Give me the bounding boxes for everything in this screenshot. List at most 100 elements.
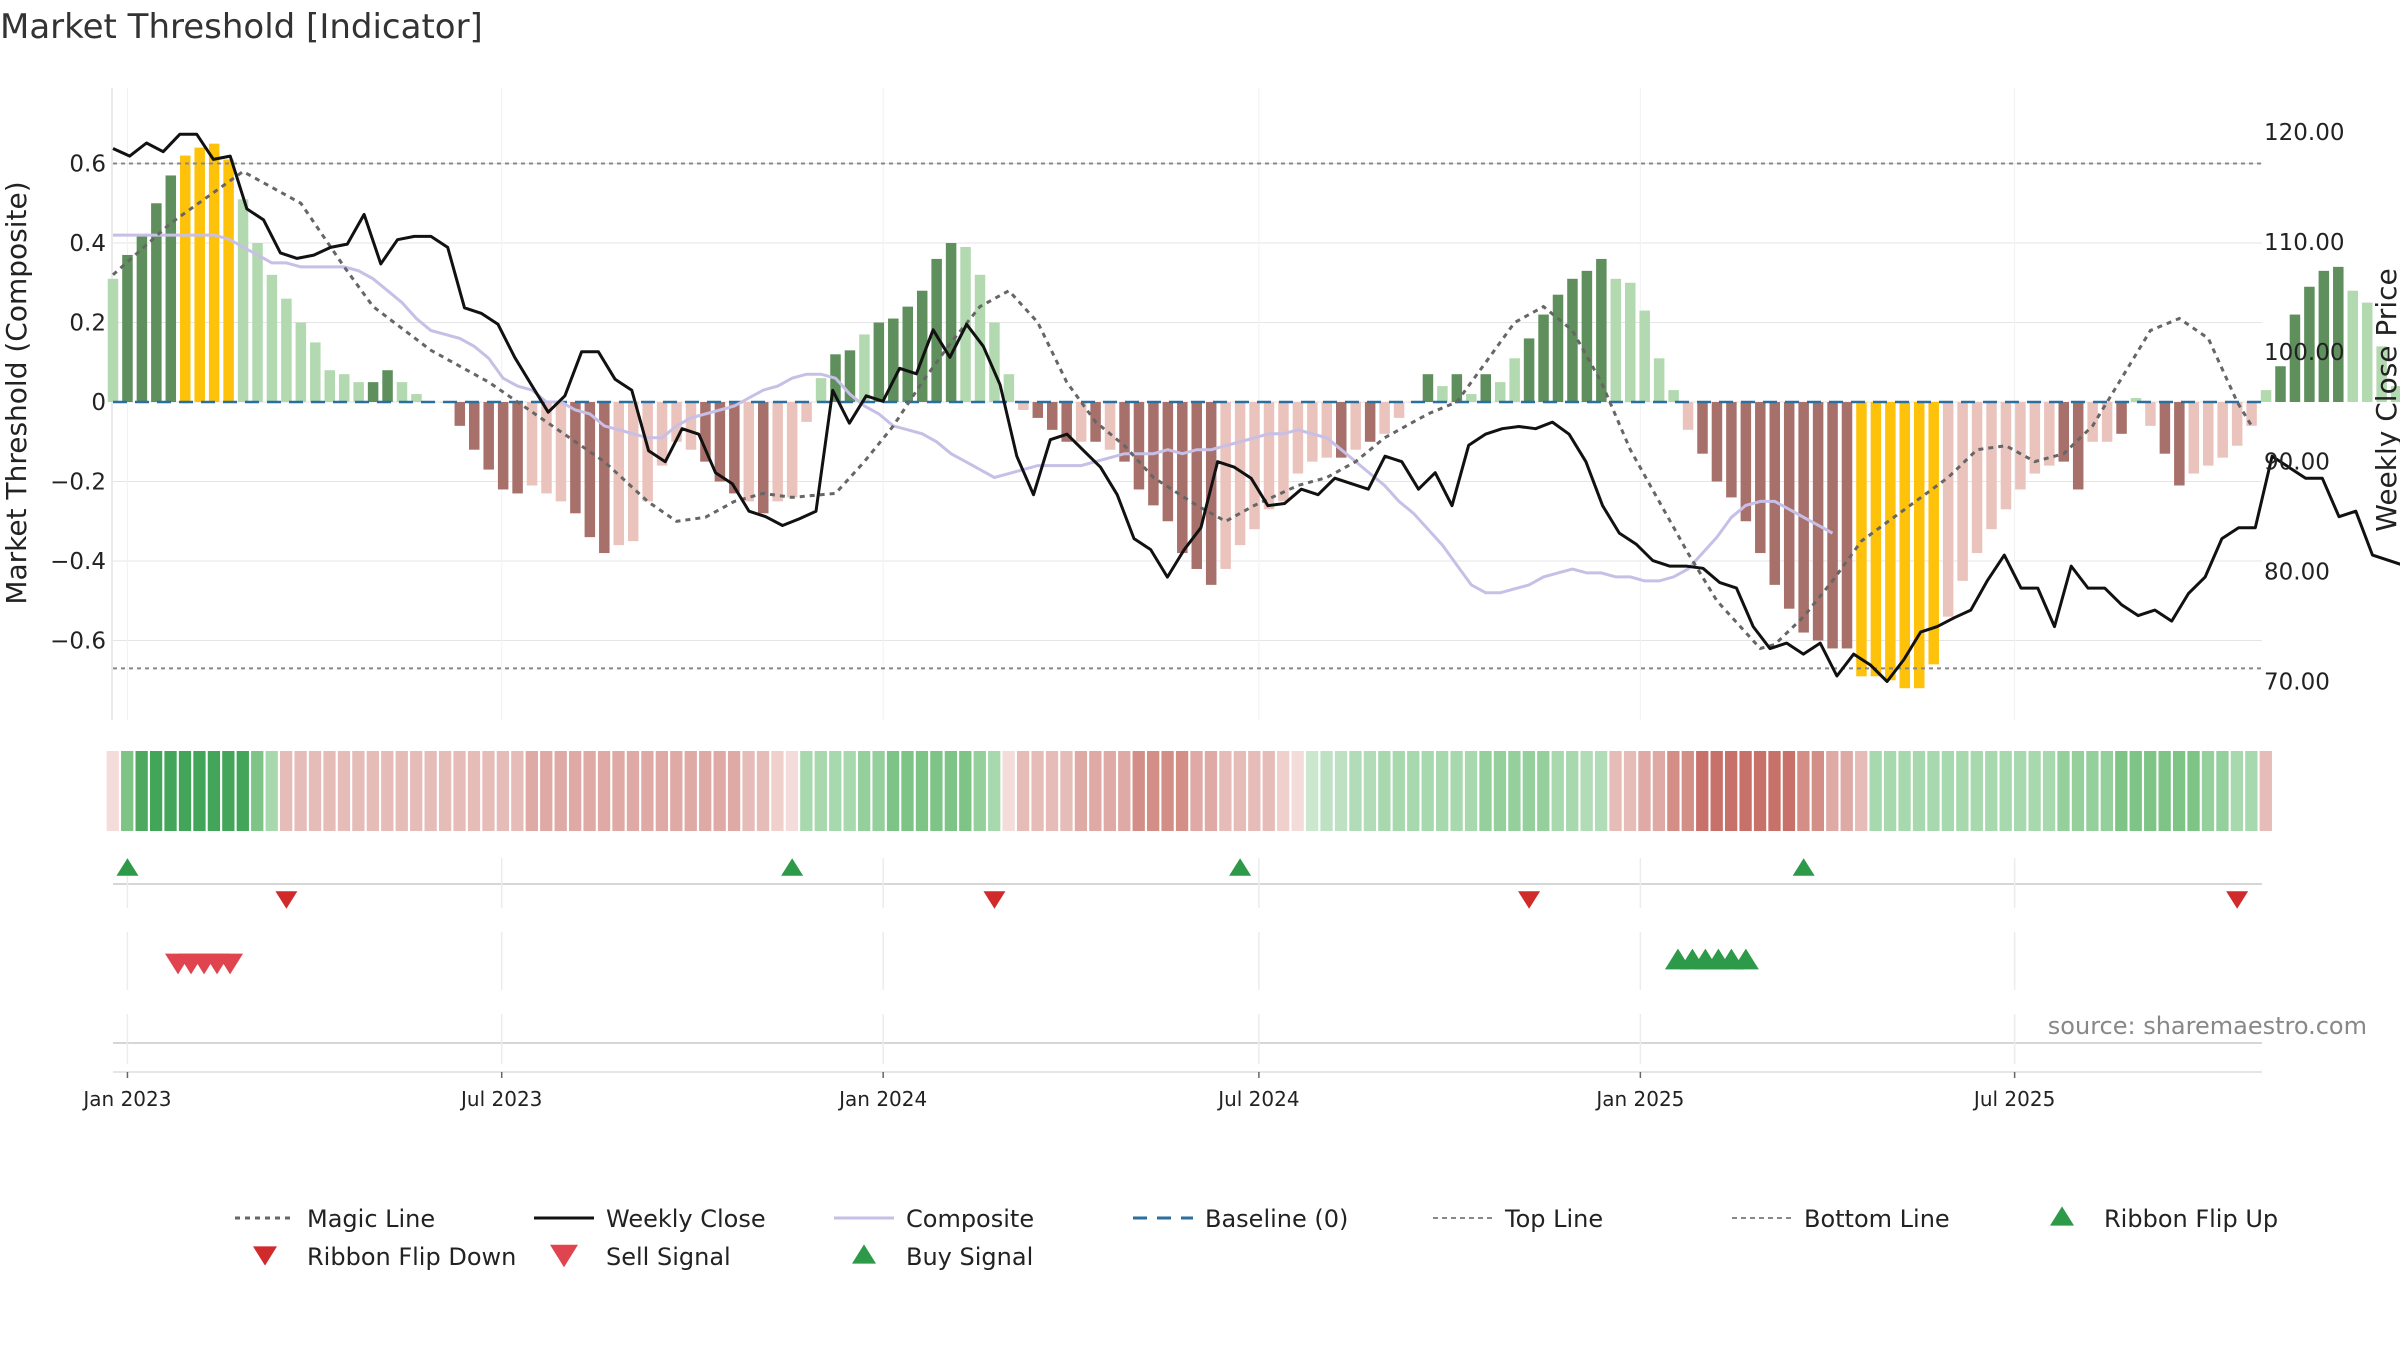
composite-bar xyxy=(815,378,827,403)
composite-bar xyxy=(310,342,321,403)
ribbon-cell xyxy=(800,751,813,831)
composite-bar xyxy=(1018,402,1029,410)
ribbon-cell xyxy=(858,751,871,831)
ribbon-cell xyxy=(1349,751,1362,831)
ribbon-cell xyxy=(1508,751,1521,831)
ribbon-cell xyxy=(1956,751,1969,831)
composite-bar xyxy=(2333,266,2344,403)
composite-bar xyxy=(353,382,364,403)
ribbon-cell xyxy=(1334,751,1348,831)
magic-line xyxy=(111,169,2253,651)
composite-bar xyxy=(2087,402,2098,442)
composite-bar xyxy=(1653,358,1665,403)
ribbon-cell xyxy=(193,751,206,831)
ribbon-cell xyxy=(684,751,697,831)
ribbon-cell xyxy=(106,751,119,831)
composite-bar xyxy=(1003,374,1015,403)
ribbon-cell xyxy=(1594,751,1608,831)
legend-label: Composite xyxy=(906,1205,1034,1233)
ribbon-cell xyxy=(1262,751,1275,831)
composite-bar xyxy=(338,374,350,403)
composite-bar xyxy=(1971,402,1983,554)
ribbon-cell xyxy=(1609,751,1622,831)
composite-bar xyxy=(512,402,523,494)
ribbon-cell xyxy=(1320,751,1333,831)
ribbon-cell xyxy=(1623,751,1637,831)
legend-item-top-line: Top Line xyxy=(1433,1205,1603,1233)
line-layer xyxy=(111,132,2400,683)
composite-bar xyxy=(656,402,668,466)
ribbon-cell xyxy=(2129,751,2142,831)
composite-bar xyxy=(1292,402,1304,474)
composite-bar xyxy=(1841,402,1853,649)
composite-bar xyxy=(1162,402,1174,522)
composite-bar xyxy=(1205,402,1217,585)
composite-bar xyxy=(1032,402,1044,418)
composite-bar xyxy=(888,318,899,403)
ribbon-cell xyxy=(222,751,235,831)
composite-bar xyxy=(1437,386,1448,403)
ribbon-cell xyxy=(381,751,394,831)
composite-bar xyxy=(1827,402,1838,649)
composite-bar xyxy=(1451,374,1463,403)
composite-bar xyxy=(2347,290,2358,403)
ribbon-cell xyxy=(699,751,712,831)
composite-bar xyxy=(570,402,581,514)
composite-bar xyxy=(584,402,596,538)
composite-bar xyxy=(1928,402,1939,665)
ribbon-cell xyxy=(915,751,929,831)
composite-bar xyxy=(1740,402,1752,522)
ribbon-cell xyxy=(1739,751,1752,831)
composite-bar xyxy=(2376,346,2387,403)
ribbon-cell xyxy=(467,751,481,831)
composite-bar xyxy=(2361,302,2373,403)
ribbon-cell xyxy=(496,751,510,831)
ribbon-cell xyxy=(2086,751,2099,831)
ribbon-cell xyxy=(814,751,827,831)
composite-bar xyxy=(1769,402,1780,585)
y-tick-label: 0 xyxy=(91,390,106,416)
legend-item-sell-signal: Sell Signal xyxy=(550,1243,731,1271)
ribbon-cell xyxy=(1768,751,1781,831)
ribbon-cell xyxy=(2172,751,2186,831)
ribbon-cell xyxy=(308,751,322,831)
composite-bar xyxy=(367,382,379,403)
ribbon-cell xyxy=(1696,751,1709,831)
ribbon-cell xyxy=(135,751,148,831)
legend-label: Bottom Line xyxy=(1804,1205,1950,1233)
ribbon-cell xyxy=(641,751,654,831)
composite-bar xyxy=(1509,358,1520,403)
composite-bar xyxy=(1812,402,1824,641)
x-tick-label: Jul 2024 xyxy=(1216,1087,1299,1111)
composite-bar xyxy=(252,243,263,403)
sell-signal-marker xyxy=(217,953,244,975)
composite-bar xyxy=(671,402,682,442)
ribbon-cell xyxy=(1464,751,1478,831)
composite-bar xyxy=(1104,402,1116,450)
composite-bar xyxy=(1119,402,1130,462)
ribbon-cell xyxy=(1985,751,1998,831)
ribbon-cell xyxy=(2245,751,2258,831)
y-axis-title-right: Weekly Close Price xyxy=(2370,268,2400,531)
ribbon-cell xyxy=(1782,751,1796,831)
composite-bar xyxy=(1321,402,1333,458)
legend-label: Sell Signal xyxy=(606,1243,731,1271)
ribbon-cell xyxy=(1493,751,1507,831)
y2-tick-label: 120.00 xyxy=(2264,120,2344,146)
composite-bar xyxy=(1899,402,1911,689)
ribbon-cell xyxy=(1363,751,1377,831)
ribbon-cell xyxy=(1132,751,1145,831)
composite-bar xyxy=(2275,366,2286,403)
composite-bar xyxy=(1567,278,1578,403)
composite-bar xyxy=(1379,402,1390,434)
buy-signal-marker xyxy=(1732,948,1759,970)
composite-bar xyxy=(2130,398,2142,403)
composite-bar xyxy=(1494,382,1506,403)
composite-bar xyxy=(324,370,335,403)
composite-bar xyxy=(1466,394,1477,403)
legend-swatch xyxy=(2050,1206,2074,1226)
legend-label: Buy Signal xyxy=(906,1243,1033,1271)
composite-bar xyxy=(180,155,191,403)
y-tick-label: −0.6 xyxy=(50,629,106,655)
ribbon-cell xyxy=(1421,751,1434,831)
